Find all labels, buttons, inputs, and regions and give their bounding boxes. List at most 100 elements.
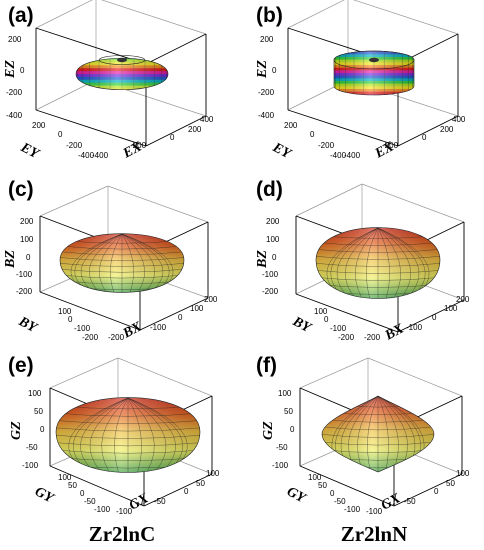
box-edge xyxy=(367,357,463,397)
box-edge xyxy=(145,33,207,65)
surface-meridian xyxy=(377,227,411,299)
y-tick: -200 xyxy=(318,141,335,150)
z-tick: 200 xyxy=(8,35,22,44)
y-tick: -100 xyxy=(330,324,347,333)
surface-band xyxy=(74,97,170,100)
z-axis-label: BZ xyxy=(255,250,270,269)
z-ticks: 200 100 0 -100 -200 xyxy=(16,217,34,296)
z-tick: 0 xyxy=(272,66,277,75)
x-tick: 0 xyxy=(432,313,437,322)
box-edge xyxy=(49,465,145,507)
x-tick: -200 xyxy=(382,141,399,150)
y-tick: -50 xyxy=(84,497,96,506)
y-tick: 200 xyxy=(32,121,46,130)
y-tick: -400 xyxy=(78,151,95,160)
z-ticks: 200 0 -200 -400 xyxy=(258,35,277,120)
z-tick: -200 xyxy=(262,287,279,296)
z-tick: -50 xyxy=(26,443,38,452)
surface-outline xyxy=(55,397,201,473)
y-axis-label: BY xyxy=(15,314,40,337)
z-tick: 100 xyxy=(278,389,292,398)
z-ticks: 200 0 -200 -400 xyxy=(6,35,25,120)
surface-meridian xyxy=(366,227,379,299)
surface-outline xyxy=(59,233,185,293)
z-axis-label: EZ xyxy=(255,60,270,79)
z-axis-label: BZ xyxy=(3,250,18,269)
x-tick: -100 xyxy=(366,507,383,516)
surface-meridian xyxy=(377,227,420,299)
z-tick: 50 xyxy=(284,407,293,416)
y-tick: -200 xyxy=(338,333,355,342)
panel-letter: (e) xyxy=(8,354,34,377)
box-edge xyxy=(143,473,213,507)
y-tick: -100 xyxy=(74,324,91,333)
panel-letter: (d) xyxy=(256,178,283,201)
x-tick: 100 xyxy=(190,304,204,313)
surface-meridian xyxy=(89,233,123,293)
panel-letter: (c) xyxy=(8,178,34,201)
compound-label-right: Zr2lnN xyxy=(341,522,408,546)
z-tick: 0 xyxy=(272,253,277,262)
x-tick: 200 xyxy=(456,295,470,304)
x-tick: 400 xyxy=(452,115,466,124)
surface-meridian xyxy=(121,233,155,293)
z-axis-label: EZ xyxy=(3,60,18,79)
surface-plot xyxy=(315,227,441,299)
surface-pole xyxy=(117,57,127,63)
surface-outline xyxy=(321,395,435,473)
x-ticks: -400 -200 0 200 400 xyxy=(344,115,466,160)
x-tick: -50 xyxy=(154,497,166,506)
box-edge xyxy=(35,109,147,147)
x-tick: 100 xyxy=(206,469,220,478)
surface-meridian xyxy=(127,397,155,473)
x-tick: 0 xyxy=(178,313,183,322)
box-edge xyxy=(361,183,465,223)
surface-meridian xyxy=(345,227,379,299)
box-edge xyxy=(295,183,363,217)
z-tick: 100 xyxy=(266,235,280,244)
y-axis-label: GY xyxy=(284,484,309,507)
surface-plot xyxy=(333,50,415,96)
surface-meridian xyxy=(121,233,145,293)
box-edge xyxy=(287,109,399,147)
surface-meridian xyxy=(377,227,390,299)
z-tick: -100 xyxy=(16,270,33,279)
box-edge xyxy=(397,115,459,147)
y-axis-label: EY xyxy=(17,140,42,163)
surface-meridian xyxy=(355,227,379,299)
surface-meridian xyxy=(377,396,389,472)
x-axis-label: BX xyxy=(382,321,407,344)
y-tick: 100 xyxy=(58,307,72,316)
panel-c: (c) BZ BY BX 200 100 0 -100 -200 100 0 -… xyxy=(3,178,218,342)
surface-meridian xyxy=(89,397,129,473)
box-edge xyxy=(393,473,463,507)
x-ticks: -200 -100 0 100 200 xyxy=(108,295,218,342)
box-edge xyxy=(49,357,119,389)
surface-meridian xyxy=(377,227,401,299)
panel-letter: (f) xyxy=(256,354,277,377)
box-edge xyxy=(35,0,93,29)
surface-top-ring xyxy=(98,55,146,65)
box-edge xyxy=(295,293,399,333)
box-edge xyxy=(100,0,207,35)
surface-meridian xyxy=(367,396,379,472)
box-edge xyxy=(145,115,207,147)
y-tick: -50 xyxy=(334,497,346,506)
x-tick: -200 xyxy=(130,141,147,150)
panel-a: (a) EZ EY EX 200 0 -200 -400 200 0 -200 … xyxy=(3,0,214,163)
z-tick: 200 xyxy=(260,35,274,44)
z-tick: 200 xyxy=(20,217,34,226)
surface-band xyxy=(74,94,170,97)
panel-e: (e) GZ GY GX 100 50 0 -50 -100 100 50 0 … xyxy=(8,354,220,516)
box-edge xyxy=(139,297,209,331)
surface-meridian xyxy=(336,227,379,299)
y-ticks: 100 50 0 -50 -100 xyxy=(58,473,111,514)
x-tick: -400 xyxy=(344,151,361,160)
surface-meridian xyxy=(127,397,167,473)
surface-meridian xyxy=(121,233,163,293)
x-tick: 50 xyxy=(446,479,455,488)
y-axis-label: BY xyxy=(289,314,314,337)
surface-plot xyxy=(321,395,435,473)
panel-letter: (a) xyxy=(8,4,34,27)
y-tick: 50 xyxy=(68,481,77,490)
